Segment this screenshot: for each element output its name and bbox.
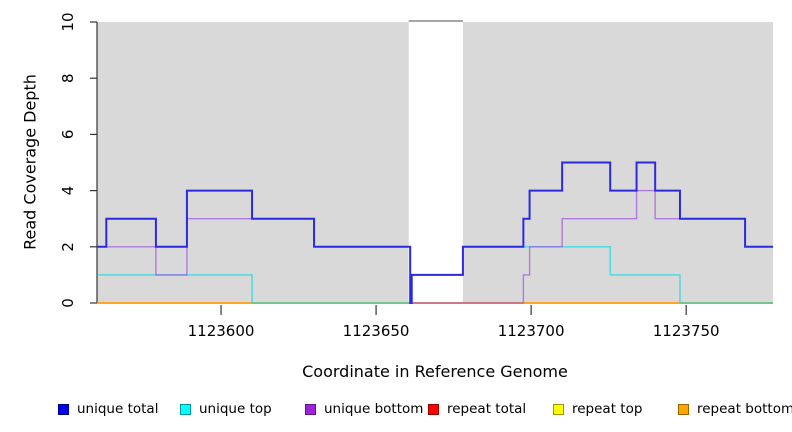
legend-item-repeat-bottom: repeat bottom xyxy=(678,401,792,417)
legend-label: repeat total xyxy=(447,401,527,417)
x-axis-title: Coordinate in Reference Genome xyxy=(302,362,568,381)
legend-label: unique top xyxy=(199,401,272,417)
y-tick-label: 6 xyxy=(59,130,77,140)
legend-swatch xyxy=(553,403,564,415)
legend-item-unique-top: unique top xyxy=(180,401,272,417)
legend: unique total unique top unique bottom repea… xyxy=(0,401,792,419)
legend-swatch xyxy=(58,403,69,415)
legend-label: repeat top xyxy=(572,401,643,417)
legend-label: repeat bottom xyxy=(697,401,792,417)
legend-label: unique total xyxy=(77,401,159,417)
legend-label: unique bottom xyxy=(324,401,424,417)
legend-item-repeat-top: repeat top xyxy=(553,401,642,417)
y-tick-label: 2 xyxy=(59,242,77,252)
y-tick-label: 4 xyxy=(59,186,77,196)
y-tick-label: 10 xyxy=(59,12,77,31)
x-tick-label: 1123600 xyxy=(188,322,255,340)
legend-swatch xyxy=(428,403,439,415)
x-tick-label: 1123700 xyxy=(498,322,565,340)
legend-swatch xyxy=(180,403,191,415)
y-tick-label: 0 xyxy=(59,298,77,308)
legend-item-unique-bottom: unique bottom xyxy=(305,401,423,417)
masked-region xyxy=(408,21,463,303)
legend-swatch xyxy=(678,403,689,415)
y-tick-label: 8 xyxy=(59,73,77,83)
y-axis-title: Read Coverage Depth xyxy=(20,74,40,250)
legend-item-unique-total: unique total xyxy=(58,401,158,417)
series-unique-total xyxy=(97,161,773,304)
x-tick-label: 1123650 xyxy=(343,322,410,340)
legend-swatch xyxy=(305,403,316,415)
x-tick-label: 1123750 xyxy=(653,322,720,340)
legend-item-repeat-total: repeat total xyxy=(428,401,526,417)
